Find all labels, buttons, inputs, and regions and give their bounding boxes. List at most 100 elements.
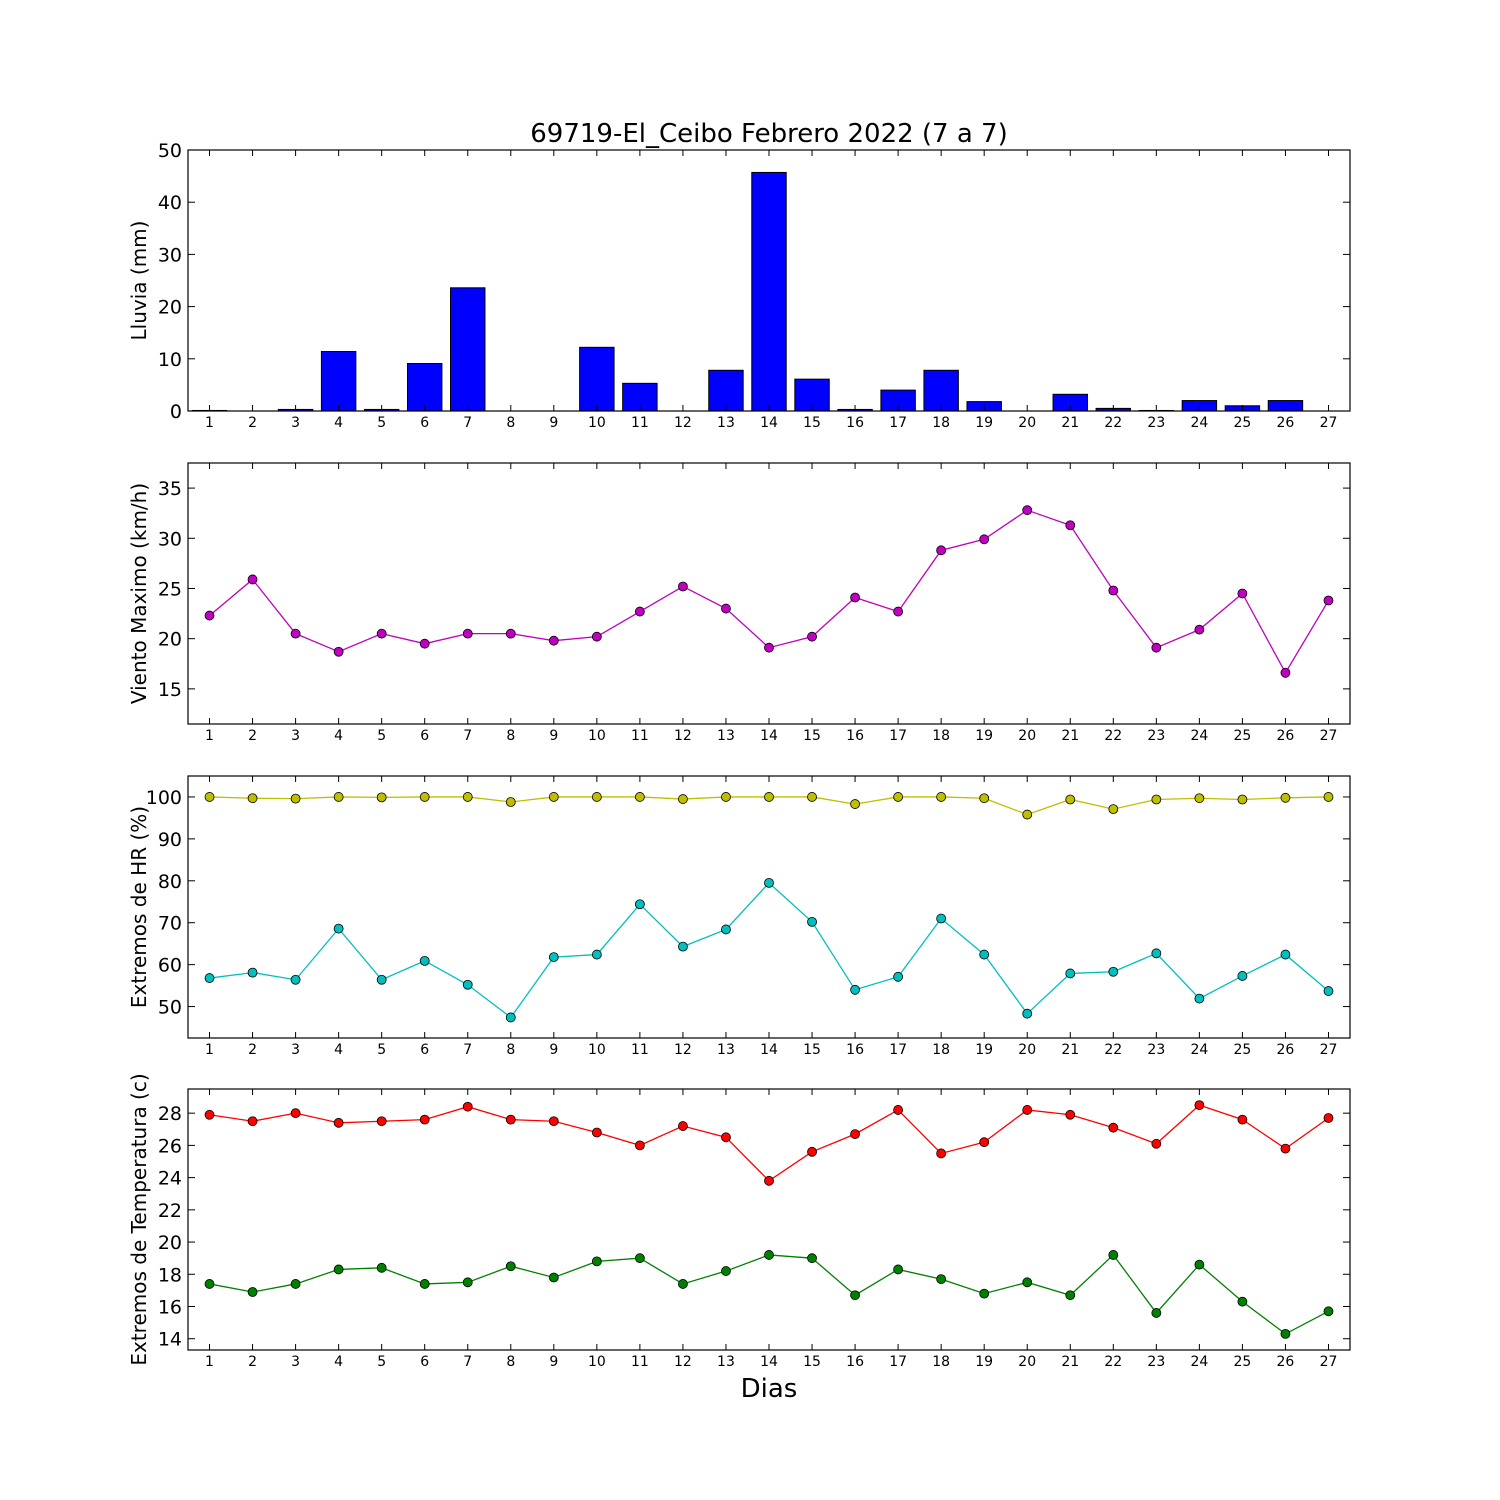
- humidity-xtick-label: 3: [291, 1042, 300, 1058]
- humidity-series-2-point-day-1: [204, 973, 215, 983]
- rain-bar-day-18: [923, 369, 959, 412]
- humidity-series-1-point-day-21: [1065, 794, 1076, 805]
- panel-humidity: 1 2 3 4 5 6 7 8 9 10 11 12 13 14 15 16 17 18 19 20 21 22 23 24 2…: [127, 775, 1351, 1058]
- temperature-series-1-point-day-26: [1280, 1143, 1291, 1154]
- temperature-series-1-point-day-20: [1022, 1105, 1033, 1115]
- rain-xtick-label: 23: [1147, 415, 1165, 431]
- rain-xtick-label: 11: [631, 415, 649, 431]
- humidity-ytick-label: 70: [158, 913, 182, 935]
- humidity-series-2-point-day-2: [247, 967, 258, 978]
- humidity-xtick-label: 18: [932, 1042, 950, 1058]
- temperature-xtick-label: 2: [248, 1354, 257, 1370]
- temperature-series-1-point-day-9: [548, 1116, 559, 1127]
- humidity-series-2-point-day-14: [764, 877, 774, 888]
- wind-xtick-label: 11: [631, 728, 649, 744]
- humidity-series-1-point-day-7: [462, 792, 473, 802]
- humidity-series-2-point-day-16: [850, 984, 860, 995]
- temperature-series-2-point-day-7: [462, 1277, 473, 1288]
- humidity-series-1-point-day-23: [1151, 794, 1162, 805]
- temperature-series-1-point-day-11: [634, 1140, 645, 1151]
- temperature-series-2-point-day-25: [1237, 1296, 1248, 1307]
- temperature-xtick-label: 10: [588, 1354, 606, 1370]
- temperature-series-2-point-day-3: [290, 1279, 301, 1289]
- rain-bar-day-6: [406, 362, 443, 412]
- wind-series-1-point-day-13: [721, 603, 731, 614]
- humidity-xtick-label: 14: [760, 1042, 778, 1058]
- temperature-series-1-point-day-15: [807, 1146, 817, 1157]
- wind-xtick-label: 21: [1061, 728, 1079, 744]
- wind-xtick-label: 13: [717, 728, 735, 744]
- temperature-xtick-label: 7: [463, 1354, 472, 1370]
- temperature-xtick-label: 4: [334, 1354, 343, 1370]
- rain-ytick-label: 50: [158, 140, 182, 162]
- humidity-series-1-point-day-24: [1194, 793, 1205, 804]
- temperature-xtick-label: 17: [889, 1354, 907, 1370]
- humidity-xtick-label: 19: [975, 1042, 993, 1058]
- humidity-series-2-point-day-23: [1151, 948, 1162, 959]
- humidity-xtick-label: 2: [248, 1042, 257, 1058]
- panels: 1 2 3 4 5 6 7 8 9 10 11 12 13 14 15 16 17 18 19 20 21 22 23 24 2…: [127, 140, 1351, 1370]
- wind-series-1-point-day-21: [1065, 520, 1076, 531]
- temperature-ytick-label: 22: [158, 1200, 182, 1222]
- wind-series-1-point-day-19: [979, 534, 990, 545]
- wind-series-1-point-day-12: [678, 581, 688, 592]
- wind-xtick-label: 26: [1277, 728, 1295, 744]
- humidity-xtick-label: 1: [205, 1042, 214, 1058]
- humidity-series-1-point-day-17: [893, 792, 904, 802]
- humidity-series-1-point-day-22: [1108, 804, 1119, 815]
- humidity-series-1-point-day-18: [936, 792, 947, 802]
- temperature-series-2-point-day-8: [505, 1261, 516, 1272]
- rain-y-axis-label: Lluvia (mm): [127, 221, 151, 341]
- wind-y-axis-label: Viento Maximo (km/h): [127, 483, 151, 704]
- temperature-series-1-point-day-24: [1194, 1100, 1205, 1111]
- rain-xtick-label: 24: [1190, 415, 1208, 431]
- temperature-xtick-label: 8: [506, 1354, 515, 1370]
- wind-xtick-label: 2: [248, 728, 257, 744]
- wind-series-1-point-day-1: [204, 610, 215, 621]
- wind-xtick-label: 20: [1018, 728, 1036, 744]
- temperature-series-2-point-day-27: [1323, 1306, 1334, 1317]
- humidity-series-1-point-day-20: [1022, 809, 1033, 820]
- humidity-series-2-point-day-9: [548, 952, 559, 962]
- wind-series-1-point-day-7: [462, 628, 473, 639]
- humidity-series-1-point-day-5: [376, 792, 387, 803]
- humidity-series-1-point-day-4: [333, 792, 344, 802]
- humidity-series-2-point-day-13: [721, 924, 731, 935]
- wind-xtick-label: 9: [549, 728, 558, 744]
- humidity-series-2-point-day-21: [1065, 968, 1076, 979]
- humidity-xtick-label: 9: [549, 1042, 558, 1058]
- humidity-ytick-label: 100: [146, 787, 182, 809]
- rain-xtick-label: 21: [1061, 415, 1079, 431]
- humidity-xtick-label: 5: [377, 1042, 386, 1058]
- temperature-xtick-label: 6: [420, 1354, 429, 1370]
- wind-xtick-label: 6: [420, 728, 429, 744]
- temperature-series-1-point-day-5: [376, 1116, 387, 1127]
- wind-series-1-point-day-9: [548, 635, 559, 646]
- rain-xtick-label: 2: [248, 415, 257, 431]
- humidity-series-2-point-day-24: [1194, 993, 1205, 1004]
- rain-xtick-label: 9: [549, 415, 558, 431]
- temperature-ytick-label: 20: [158, 1232, 182, 1254]
- rain-xtick-label: 1: [205, 415, 214, 431]
- wind-series-1-point-day-11: [634, 606, 645, 617]
- humidity-series-1-point-day-25: [1237, 794, 1248, 805]
- wind-xtick-label: 17: [889, 728, 907, 744]
- wind-xtick-label: 12: [674, 728, 692, 744]
- temperature-series-2-point-day-21: [1065, 1290, 1076, 1301]
- humidity-series-2-point-day-20: [1022, 1008, 1033, 1019]
- temperature-series-2-point-day-10: [591, 1256, 602, 1267]
- wind-xtick-label: 7: [463, 728, 472, 744]
- wind-xtick-label: 22: [1104, 728, 1122, 744]
- wind-ytick-label: 20: [158, 629, 182, 651]
- humidity-xtick-label: 16: [846, 1042, 864, 1058]
- humidity-series-1-point-day-26: [1280, 792, 1291, 803]
- wind-xtick-label: 23: [1147, 728, 1165, 744]
- humidity-xtick-label: 24: [1190, 1042, 1208, 1058]
- rain-xtick-label: 3: [291, 415, 300, 431]
- wind-series-1-point-day-22: [1108, 585, 1119, 596]
- humidity-xtick-label: 12: [674, 1042, 692, 1058]
- temperature-series-2-point-day-9: [548, 1272, 559, 1283]
- rain-xtick-label: 15: [803, 415, 821, 431]
- temperature-xtick-label: 5: [377, 1354, 386, 1370]
- wind-series-1-point-day-27: [1323, 595, 1334, 606]
